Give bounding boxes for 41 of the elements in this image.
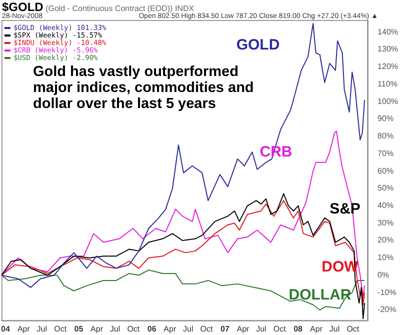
y-tick-label: 120% [378, 62, 398, 72]
chart-title: $GOLD (Gold - Continuous Contract (EOD)) INDX [2, 0, 194, 14]
x-tick-label: 08 [294, 324, 304, 334]
y-tick-label: 110% [378, 79, 398, 88]
x-tick-label: Apr [17, 324, 30, 334]
y-tick-label: 10% [378, 253, 394, 262]
x-tick-label: Apr [310, 324, 323, 334]
x-tick-label: Oct [273, 324, 287, 334]
y-tick-label: 60% [378, 166, 394, 176]
x-tick-label: Jul [329, 324, 340, 334]
y-tick-label: 20% [378, 236, 394, 245]
y-tick-label: 80% [378, 132, 394, 141]
y-tick-label: 90% [378, 114, 394, 124]
x-tick-label: Jul [256, 324, 267, 334]
y-tick-label: -10% [378, 288, 396, 297]
annotation: GOLD [236, 36, 280, 54]
x-tick-label: 06 [147, 324, 157, 334]
x-tick-label: Oct [127, 324, 140, 334]
x-tick-label: Apr [90, 324, 104, 334]
annotation: Gold has vastly outperformed major indices, commodities and dollar over the last 5 years [33, 64, 255, 112]
x-tick-label: 07 [220, 324, 230, 334]
x-tick-label: Apr [236, 324, 250, 334]
x-tick-label: Oct [346, 324, 360, 334]
y-tick-label: 50% [378, 184, 394, 193]
y-tick-label: 0% [378, 270, 390, 280]
annotation: DOLLAR [288, 286, 352, 304]
x-tick-label: 05 [74, 324, 84, 334]
y-tick-label: 140% [378, 27, 398, 36]
x-tick-label: Oct [200, 324, 214, 334]
x-tick-label: 04 [1, 324, 10, 334]
y-tick-label: 100% [378, 96, 398, 106]
x-tick-label: Jul [182, 324, 194, 334]
x-tick-label: Apr [164, 324, 176, 334]
y-tick-label: 70% [378, 148, 394, 158]
y-tick-label: 30% [378, 218, 394, 228]
y-tick-label: -20% [378, 305, 396, 314]
y-tick-label: 40% [378, 201, 394, 210]
x-tick-label: Jul [110, 324, 120, 334]
y-tick-label: 130% [378, 44, 398, 54]
x-tick-label: Oct [54, 324, 68, 334]
x-tick-label: Jul [36, 324, 48, 334]
